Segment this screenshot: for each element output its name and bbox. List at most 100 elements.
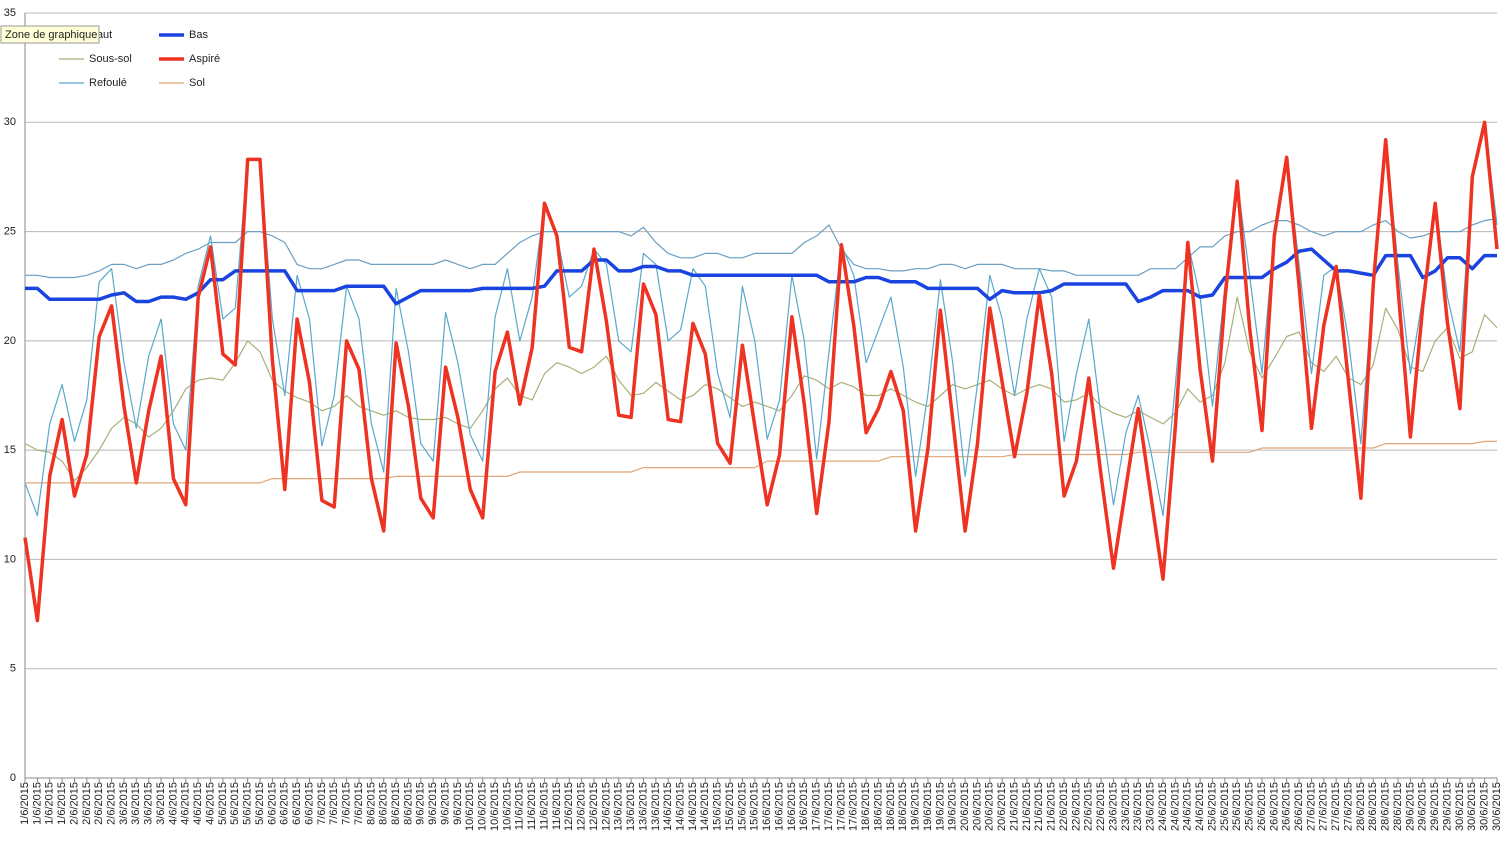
x-tick-label: 17/6/2015: [811, 782, 823, 831]
x-tick-label: 24/6/2015: [1194, 782, 1206, 831]
x-tick-label: 16/6/2015: [761, 782, 773, 831]
x-tick-label: 3/6/2015: [130, 782, 142, 825]
x-tick-label: 27/6/2015: [1318, 782, 1330, 831]
x-tick-label: 9/6/2015: [439, 782, 451, 825]
x-tick-label: 15/6/2015: [712, 782, 724, 831]
x-tick-label: 22/6/2015: [1070, 782, 1082, 831]
x-tick-label: 25/6/2015: [1219, 782, 1231, 831]
x-tick-label: 21/6/2015: [1046, 782, 1058, 831]
legend-label: Sous-sol: [89, 53, 132, 65]
x-tick-label: 9/6/2015: [452, 782, 464, 825]
x-tick-label: 13/6/2015: [613, 782, 625, 831]
x-tick-label: 13/6/2015: [637, 782, 649, 831]
x-tick-label: 29/6/2015: [1404, 782, 1416, 831]
x-tick-label: 12/6/2015: [563, 782, 575, 831]
legend-label: Refoulé: [89, 77, 127, 89]
x-tick-label: 25/6/2015: [1206, 782, 1218, 831]
x-tick-label: 3/6/2015: [118, 782, 130, 825]
x-tick-label: 10/6/2015: [464, 782, 476, 831]
x-tick-label: 10/6/2015: [477, 782, 489, 831]
series-line: [25, 247, 1497, 306]
x-tick-label: 1/6/2015: [19, 782, 31, 825]
y-tick-label: 0: [10, 772, 16, 784]
series-line: [24, 121, 1498, 517]
x-tick-label: 12/6/2015: [600, 782, 612, 831]
x-tick-label: 17/6/2015: [848, 782, 860, 831]
x-tick-label: 4/6/2015: [192, 782, 204, 825]
x-tick-label: 2/6/2015: [68, 782, 80, 825]
y-tick-label: 20: [4, 335, 16, 347]
x-tick-label: 19/6/2015: [922, 782, 934, 831]
x-tick-label: 24/6/2015: [1157, 782, 1169, 831]
x-tick-label: 2/6/2015: [81, 782, 93, 825]
y-tick-label: 5: [10, 663, 16, 675]
x-tick-label: 4/6/2015: [180, 782, 192, 825]
x-tick-label: 14/6/2015: [662, 782, 674, 831]
y-tick-label: 35: [4, 7, 16, 19]
x-tick-label: 26/6/2015: [1293, 782, 1305, 831]
x-tick-label: 5/6/2015: [217, 782, 229, 825]
x-tick-label: 30/6/2015: [1479, 782, 1491, 831]
x-tick-label: 5/6/2015: [229, 782, 241, 825]
x-tick-label: 30/6/2015: [1491, 782, 1503, 831]
x-tick-label: 21/6/2015: [1033, 782, 1045, 831]
x-tick-label: 1/6/2015: [44, 782, 56, 825]
x-tick-label: 10/6/2015: [489, 782, 501, 831]
x-tick-label: 17/6/2015: [823, 782, 835, 831]
x-tick-label: 19/6/2015: [934, 782, 946, 831]
x-tick-label: 18/6/2015: [897, 782, 909, 831]
x-tick-label: 14/6/2015: [699, 782, 711, 831]
x-tick-label: 20/6/2015: [959, 782, 971, 831]
x-tick-label: 22/6/2015: [1058, 782, 1070, 831]
x-tick-label: 3/6/2015: [143, 782, 155, 825]
tooltip: Zone de graphique: [0, 25, 100, 44]
x-tick-label: 16/6/2015: [773, 782, 785, 831]
x-tick-label: 17/6/2015: [835, 782, 847, 831]
x-tick-label: 8/6/2015: [402, 782, 414, 825]
x-tick-label: 28/6/2015: [1367, 782, 1379, 831]
x-tick-label: 23/6/2015: [1145, 782, 1157, 831]
x-tick-label: 29/6/2015: [1441, 782, 1453, 831]
x-tick-label: 22/6/2015: [1095, 782, 1107, 831]
x-tick-label: 11/6/2015: [538, 782, 550, 830]
x-tick-label: 12/6/2015: [576, 782, 588, 831]
x-tick-label: 22/6/2015: [1083, 782, 1095, 831]
y-tick-label: 15: [4, 444, 16, 456]
x-tick-label: 8/6/2015: [378, 782, 390, 825]
x-tick-label: 30/6/2015: [1466, 782, 1478, 831]
x-tick-label: 9/6/2015: [415, 782, 427, 825]
x-tick-label: 15/6/2015: [749, 782, 761, 831]
x-tick-label: 11/6/2015: [551, 782, 563, 830]
x-tick-label: 10/6/2015: [501, 782, 513, 831]
series-line: [23, 120, 1499, 623]
x-tick-label: 23/6/2015: [1132, 782, 1144, 831]
x-tick-label: 18/6/2015: [885, 782, 897, 831]
x-tick-label: 7/6/2015: [316, 782, 328, 825]
x-tick-label: 26/6/2015: [1268, 782, 1280, 831]
x-tick-label: 28/6/2015: [1355, 782, 1367, 831]
x-tick-label: 6/6/2015: [303, 782, 315, 825]
x-tick-label: 9/6/2015: [427, 782, 439, 825]
x-tick-label: 21/6/2015: [1008, 782, 1020, 831]
x-tick-label: 30/6/2015: [1454, 782, 1466, 831]
x-tick-label: 14/6/2015: [675, 782, 687, 831]
x-tick-label: 6/6/2015: [279, 782, 291, 825]
x-tick-label: 23/6/2015: [1107, 782, 1119, 831]
x-tick-label: 29/6/2015: [1417, 782, 1429, 831]
x-tick-label: 4/6/2015: [204, 782, 216, 825]
x-tick-label: 16/6/2015: [798, 782, 810, 831]
x-tick-label: 5/6/2015: [254, 782, 266, 825]
x-tick-label: 24/6/2015: [1182, 782, 1194, 831]
y-tick-label: 30: [4, 116, 16, 128]
x-tick-label: 24/6/2015: [1169, 782, 1181, 831]
x-tick-label: 18/6/2015: [872, 782, 884, 831]
x-tick-label: 28/6/2015: [1380, 782, 1392, 831]
x-tick-label: 15/6/2015: [724, 782, 736, 831]
x-tick-label: 3/6/2015: [155, 782, 167, 825]
x-tick-label: 27/6/2015: [1330, 782, 1342, 831]
x-tick-label: 6/6/2015: [291, 782, 303, 825]
x-tick-label: 20/6/2015: [971, 782, 983, 831]
legend-label: Aspiré: [189, 53, 220, 65]
x-tick-label: 19/6/2015: [910, 782, 922, 831]
